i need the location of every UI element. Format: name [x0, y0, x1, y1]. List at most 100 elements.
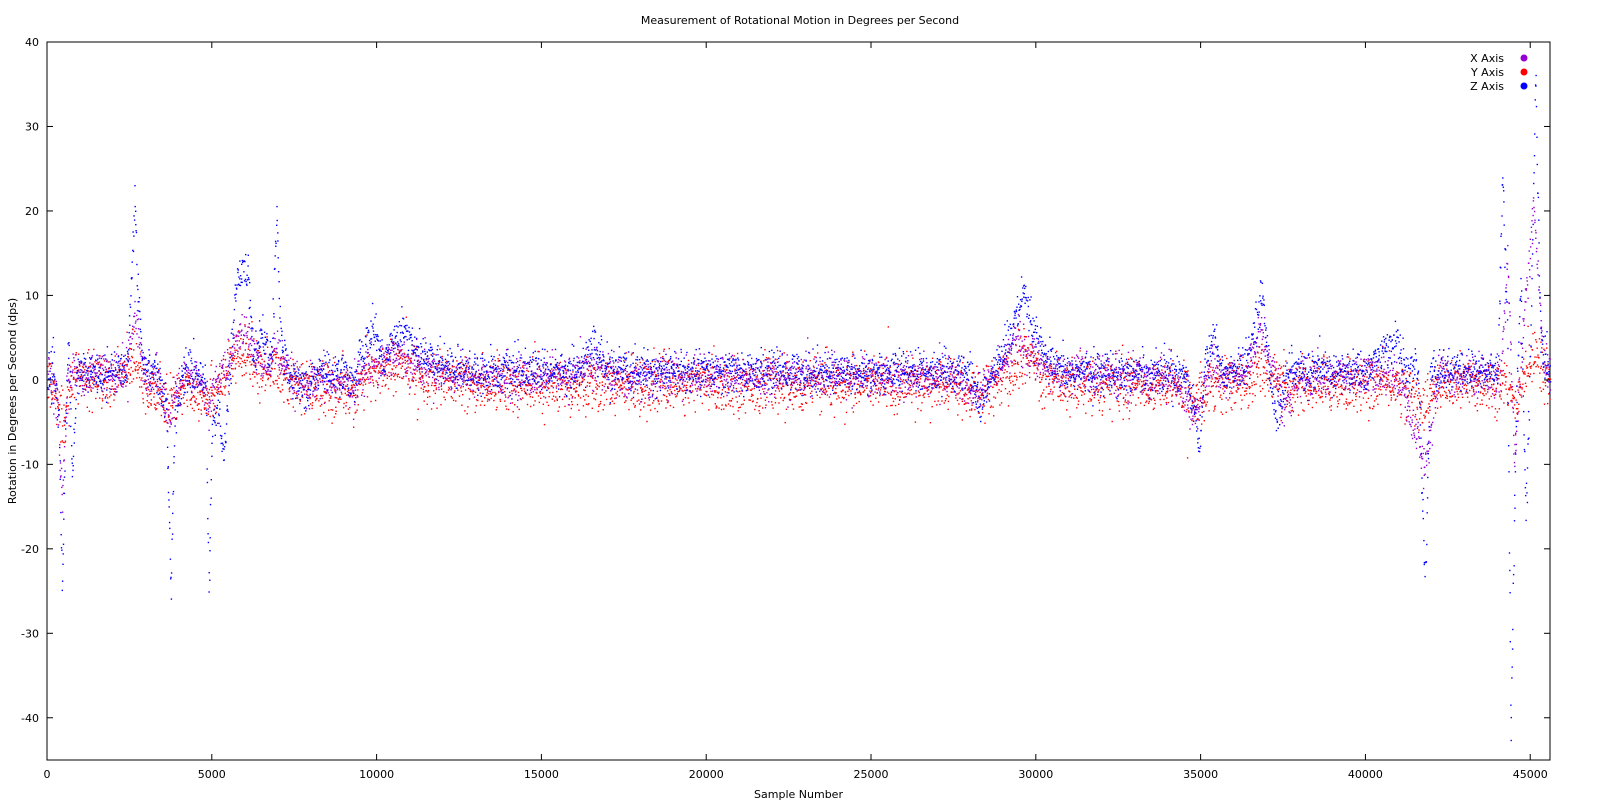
- data-point: [366, 356, 369, 358]
- data-point: [827, 351, 829, 353]
- data-point: [255, 340, 258, 342]
- data-point: [436, 368, 438, 370]
- data-point: [1401, 391, 1403, 393]
- data-point: [626, 378, 629, 380]
- data-point: [206, 389, 208, 391]
- data-point: [122, 386, 124, 388]
- data-point: [170, 423, 172, 425]
- data-point: [318, 374, 320, 377]
- data-point: [1142, 380, 1145, 383]
- data-point: [846, 373, 848, 375]
- data-point: [1359, 382, 1361, 384]
- data-point: [184, 379, 186, 381]
- data-point: [1160, 384, 1162, 386]
- data-point: [661, 369, 663, 371]
- data-point: [296, 360, 298, 363]
- data-point: [595, 362, 597, 365]
- data-point: [660, 357, 662, 359]
- data-point: [1548, 358, 1551, 360]
- data-point: [156, 386, 158, 388]
- data-point: [713, 372, 716, 374]
- data-point: [68, 382, 71, 384]
- data-point: [311, 407, 313, 410]
- data-point: [715, 368, 717, 370]
- data-point: [763, 369, 766, 372]
- data-point: [675, 352, 677, 354]
- data-point: [1385, 371, 1387, 373]
- data-point: [149, 390, 151, 392]
- data-point: [204, 395, 206, 397]
- data-point: [558, 384, 560, 387]
- data-point: [1249, 366, 1251, 368]
- data-point: [898, 371, 900, 373]
- data-point: [123, 366, 125, 368]
- data-point: [805, 367, 807, 370]
- data-point: [910, 375, 912, 378]
- data-point: [642, 372, 645, 374]
- data-point: [570, 373, 572, 375]
- data-point: [387, 352, 389, 354]
- data-point: [1206, 385, 1208, 387]
- data-point: [1259, 331, 1261, 333]
- data-point: [525, 385, 527, 387]
- data-point: [1331, 373, 1333, 376]
- data-point: [1254, 353, 1256, 356]
- data-point: [998, 354, 1000, 356]
- data-point: [803, 388, 806, 390]
- data-point: [118, 377, 120, 380]
- data-point: [378, 377, 380, 379]
- data-point: [1309, 392, 1312, 394]
- data-point: [398, 362, 400, 364]
- data-point: [69, 396, 71, 398]
- data-point: [927, 379, 930, 381]
- data-point: [1356, 376, 1358, 378]
- data-point: [129, 373, 132, 375]
- data-point: [200, 374, 202, 377]
- data-point: [245, 316, 248, 319]
- data-point: [1481, 357, 1483, 360]
- data-point: [1535, 250, 1538, 253]
- data-point: [514, 376, 517, 378]
- data-point: [646, 371, 648, 374]
- data-point: [822, 391, 824, 393]
- data-point: [1100, 372, 1102, 374]
- data-point: [1136, 382, 1139, 384]
- data-point: [1288, 411, 1290, 413]
- data-point: [1510, 349, 1512, 351]
- data-point: [172, 402, 174, 404]
- data-point: [71, 387, 73, 389]
- data-point: [707, 384, 709, 387]
- data-point: [258, 345, 261, 348]
- data-point: [1181, 386, 1184, 388]
- data-point: [112, 364, 114, 366]
- data-point: [1217, 367, 1219, 369]
- data-point: [1102, 373, 1105, 375]
- data-point: [274, 362, 277, 364]
- data-point: [834, 383, 837, 385]
- data-point: [1123, 377, 1125, 380]
- data-point: [50, 403, 53, 405]
- data-point: [131, 332, 133, 334]
- data-point: [948, 377, 950, 380]
- data-point: [150, 404, 152, 406]
- data-point: [829, 393, 832, 396]
- data-point: [385, 358, 387, 360]
- data-point: [96, 385, 98, 387]
- data-point: [234, 340, 237, 342]
- data-point: [1079, 383, 1081, 386]
- data-point: [1404, 406, 1406, 408]
- data-point: [208, 401, 210, 404]
- data-point: [224, 358, 226, 361]
- data-point: [636, 389, 639, 391]
- data-point: [60, 467, 63, 470]
- data-point: [202, 387, 204, 390]
- data-point: [823, 386, 826, 388]
- data-point: [455, 366, 458, 368]
- data-point: [1304, 387, 1306, 390]
- data-point: [1029, 360, 1032, 362]
- data-point: [1391, 375, 1394, 377]
- data-point: [238, 330, 240, 332]
- data-point: [1067, 379, 1070, 382]
- data-point: [541, 383, 544, 385]
- data-point: [168, 415, 170, 417]
